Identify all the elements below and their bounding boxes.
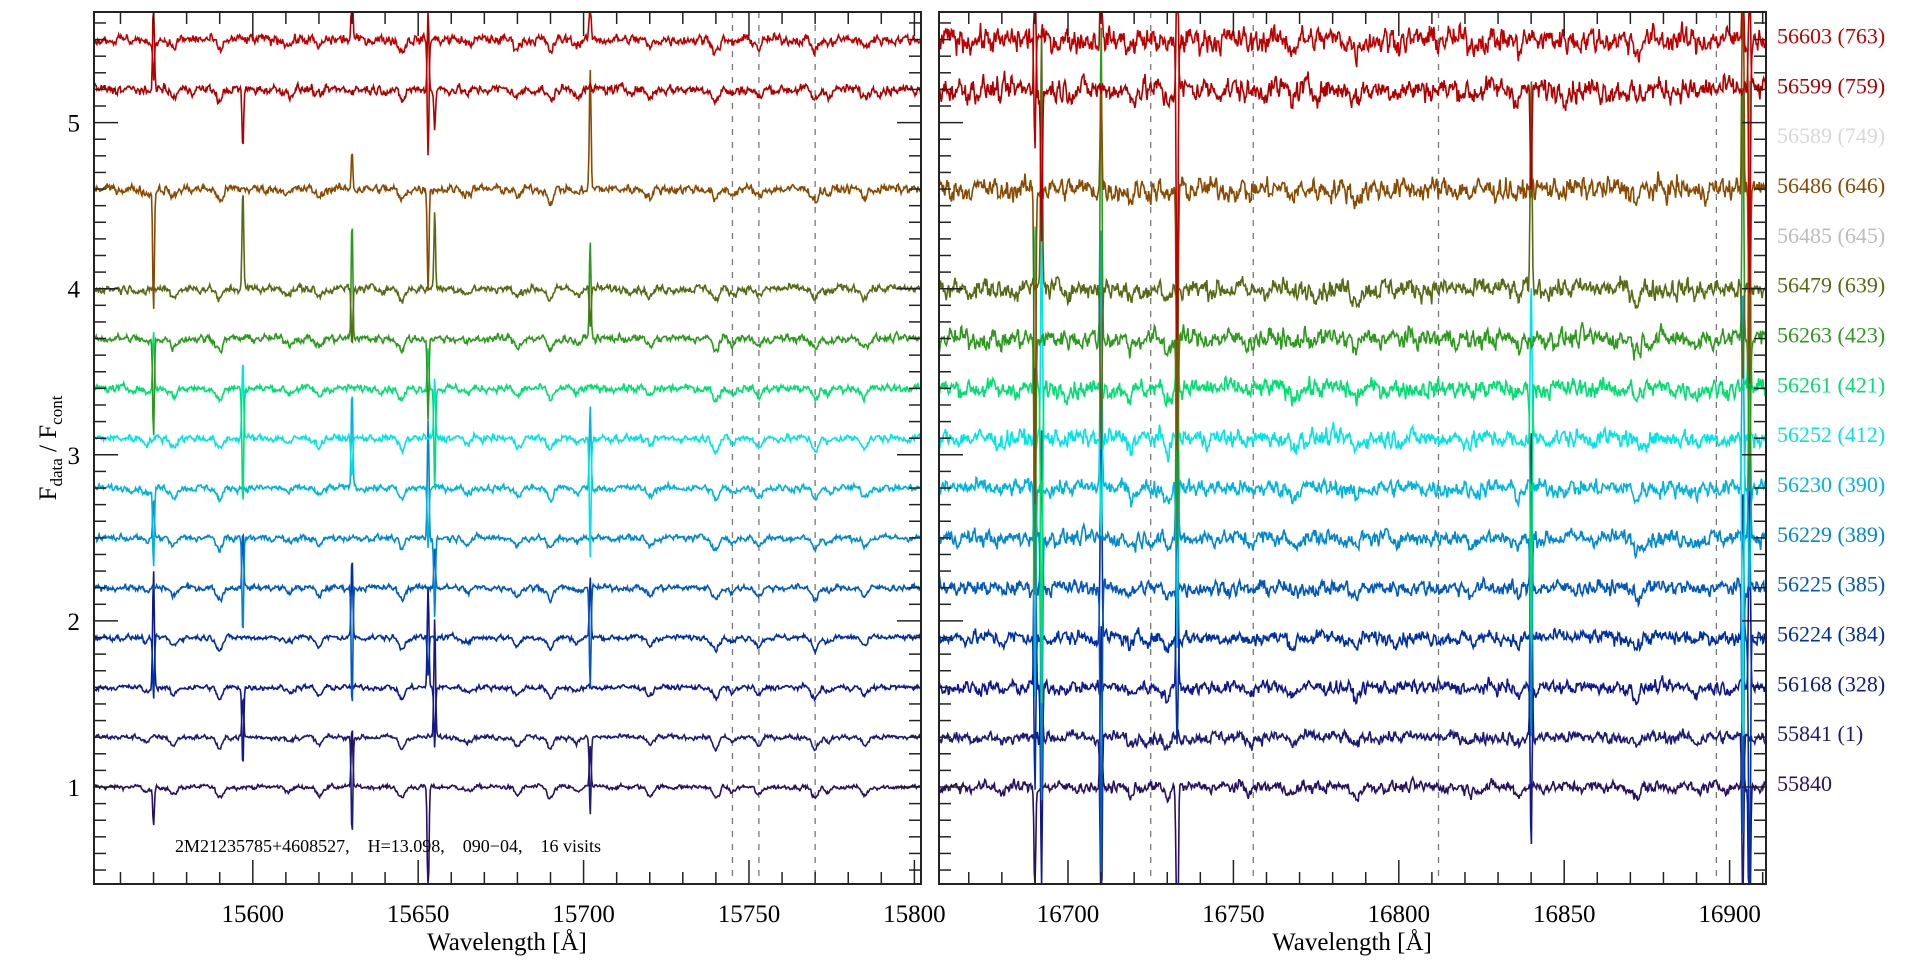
spectrum-line: [939, 27, 1766, 595]
visit-label: 56229 (389): [1777, 522, 1885, 547]
spectrum-line: [939, 225, 1766, 736]
visit-label: 56224 (384): [1777, 622, 1885, 647]
visit-legend: 56603 (763) 56599 (759) 56589 (749) 56486 (…: [1777, 24, 1885, 796]
visit-label: 56589 (749): [1777, 123, 1885, 148]
y-label-sub1: data: [47, 458, 66, 487]
visit-label: 56599 (759): [1777, 73, 1885, 98]
spectrum-line: [939, 368, 1766, 884]
x-tick-label: 16800: [1368, 901, 1431, 928]
spectrum-line: [939, 12, 1766, 505]
visit-label: 56230 (390): [1777, 472, 1885, 497]
right-panel: 16700 16750 16800 16850 16900: [938, 11, 1767, 928]
visit-label: 55840: [1777, 771, 1832, 796]
visit-label: 55841 (1): [1777, 721, 1863, 746]
y-label-sub2: cont: [47, 395, 66, 425]
spectrum-line: [94, 730, 921, 884]
y-tick-label: 3: [68, 443, 81, 470]
plot-frame: [93, 11, 922, 885]
visit-label: 56252 (412): [1777, 422, 1885, 447]
x-tick-label: 15600: [222, 901, 285, 928]
y-label-main: F: [35, 487, 62, 501]
spectrum-line: [94, 69, 921, 309]
x-tick-label: 16900: [1698, 901, 1761, 928]
y-tick-label: 4: [68, 277, 81, 304]
x-tick-label: 16700: [1037, 901, 1100, 928]
x-tick-label: 15750: [718, 901, 781, 928]
visit-label: 56261 (421): [1777, 372, 1885, 397]
spectrum-line: [939, 80, 1766, 704]
plot-frame: [938, 11, 1767, 885]
spectrum-line: [94, 12, 921, 156]
x-tick-label: 15700: [552, 901, 615, 928]
spectra-group: [94, 12, 921, 884]
x-tick-label: 16750: [1202, 901, 1265, 928]
y-label-mid: / F: [35, 425, 62, 458]
visit-label: 56486 (646): [1777, 173, 1885, 198]
y-tick-label: 5: [68, 111, 81, 138]
left-panel: 15600 15650 15700 15750 15800 1 2 3 4 5: [68, 11, 946, 928]
spectrum-line: [94, 619, 921, 830]
x-axis-label-right: Wavelength [Å]: [1272, 929, 1432, 956]
visit-label: 56479 (639): [1777, 273, 1885, 298]
spectrum-line: [94, 364, 921, 558]
visit-label: 56263 (423): [1777, 323, 1885, 348]
spectrum-line: [94, 532, 921, 702]
spectrum-line: [94, 195, 921, 344]
spectrum-line: [94, 12, 921, 145]
spectrum-line: [94, 396, 921, 567]
spectrum-line: [939, 433, 1766, 884]
x-tick-label: 15800: [883, 901, 946, 928]
spectrum-line: [939, 435, 1766, 884]
spectra-group: [939, 12, 1766, 884]
visit-label: 56168 (328): [1777, 671, 1885, 696]
spectrum-line: [939, 12, 1766, 340]
y-tick-label: 2: [68, 609, 81, 636]
visit-label: 56225 (385): [1777, 572, 1885, 597]
x-tick-label: 16850: [1533, 901, 1596, 928]
spectrum-line: [939, 232, 1766, 801]
spectrum-line: [94, 228, 921, 436]
spectrum-line: [94, 420, 921, 629]
spectrum-line: [94, 562, 921, 699]
spectrum-line: [939, 28, 1766, 450]
spectrum-line: [94, 571, 921, 762]
visit-label: 56603 (763): [1777, 24, 1885, 49]
spectrum-line: [939, 626, 1766, 884]
x-axis-label-left: Wavelength [Å]: [427, 929, 587, 956]
y-axis-label: Fdata / Fcont: [35, 395, 66, 500]
star-annotation: 2M21235785+4608527, H=13.098, 090−04, 16…: [175, 836, 601, 856]
spectrum-line: [94, 332, 921, 500]
spectrum-line: [939, 430, 1766, 884]
visit-label: 56485 (645): [1777, 223, 1885, 248]
spectrum-line: [939, 12, 1766, 242]
y-tick-label: 1: [68, 775, 81, 802]
x-tick-label: 15650: [387, 901, 450, 928]
spectrum-line: [939, 230, 1766, 697]
